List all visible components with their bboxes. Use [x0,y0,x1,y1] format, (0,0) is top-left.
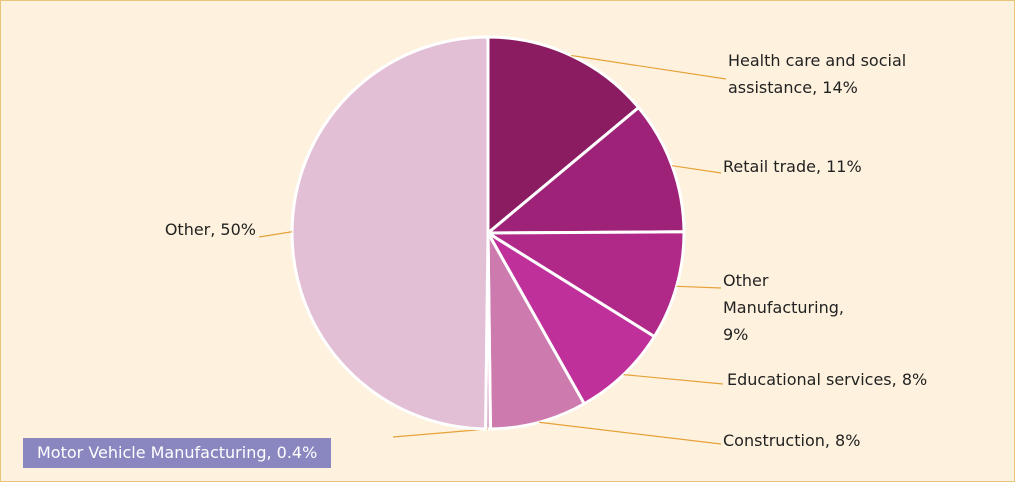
leader-line [571,54,727,80]
pie-slice [486,232,587,431]
data-label: Retail trade, 11% [723,157,862,176]
leader-line [258,231,293,238]
data-label: Educational services, 8% [727,370,928,389]
pie-slice [486,35,641,237]
data-label: Other Manufacturing, 9% [723,271,844,344]
data-label: Other, 50% [164,220,256,239]
pie-slice [486,231,657,406]
leader-line [392,428,489,438]
pie-slice [482,230,686,339]
leader-line [676,285,722,289]
leader-line [671,165,722,174]
data-label: Motor Vehicle Manufacturing, 0.4% [23,438,332,468]
leader-line [623,373,724,385]
data-label: Health care and social assistance, 14% [728,51,907,97]
pie-slice [483,105,686,235]
pie-slice [290,35,490,431]
data-label: Construction, 8% [723,431,861,450]
leader-line [538,421,722,445]
